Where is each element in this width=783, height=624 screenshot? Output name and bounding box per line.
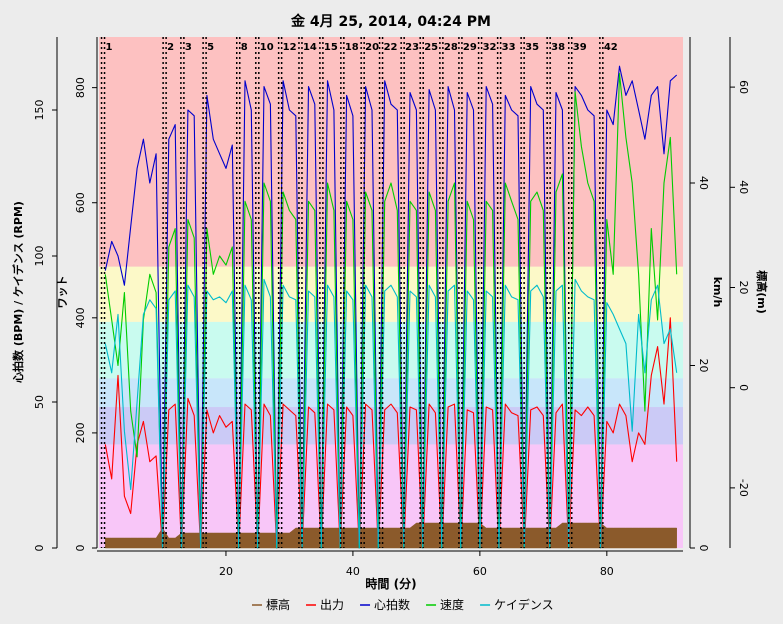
y4-tick-label: 40 <box>737 180 750 194</box>
x-tick-label: 40 <box>346 565 360 578</box>
interval-label: 33 <box>502 42 516 53</box>
legend-label: ケイデンス <box>494 597 554 612</box>
interval-label: 14 <box>303 42 317 53</box>
legend-label: 標高 <box>266 597 290 612</box>
y-tick-label: 0 <box>33 545 46 552</box>
interval-label: 10 <box>260 42 274 53</box>
power-zone <box>99 407 683 445</box>
x-tick-label: 20 <box>219 565 233 578</box>
interval-label: 29 <box>463 42 477 53</box>
interval-label: 12 <box>283 42 297 53</box>
chart-title: 金 4月 25, 2014, 04:24 PM <box>290 13 491 30</box>
interval-label: 25 <box>424 42 438 53</box>
y2-tick-label: 600 <box>74 192 87 213</box>
legend-label: 心拍数 <box>374 597 410 612</box>
interval-label: 38 <box>551 42 565 53</box>
interval-label: 35 <box>525 42 539 53</box>
interval-label: 23 <box>405 42 419 53</box>
y2-axis-label: ワット <box>56 276 69 309</box>
interval-label: 18 <box>345 42 359 53</box>
interval-label: 3 <box>185 42 192 53</box>
interval-label: 2 <box>167 42 174 53</box>
y-axis-label: 心拍数 (BPM) / ケイデンス (RPM) <box>11 201 25 383</box>
interval-label: 1 <box>106 42 113 53</box>
interval-label: 8 <box>241 42 248 53</box>
y2-tick-label: 800 <box>74 77 87 98</box>
x-tick-label: 80 <box>600 565 614 578</box>
y-tick-label: 50 <box>33 395 46 409</box>
y3-tick-label: 40 <box>697 176 710 190</box>
y2-tick-label: 200 <box>74 422 87 443</box>
interval-label: 15 <box>324 42 338 53</box>
y-tick-label: 150 <box>33 100 46 121</box>
x-axis-label: 時間 (分) <box>365 576 416 591</box>
y-tick-label: 100 <box>33 246 46 267</box>
interval-label: 39 <box>573 42 587 53</box>
y2-tick-label: 0 <box>74 545 87 552</box>
interval-label: 42 <box>604 42 618 53</box>
y3-axis-label: km/h <box>711 277 724 308</box>
y4-tick-label: 20 <box>737 280 750 294</box>
y4-tick-label: 60 <box>737 80 750 94</box>
y3-tick-label: 0 <box>697 545 710 552</box>
legend-label: 出力 <box>320 598 344 612</box>
y2-tick-label: 400 <box>74 307 87 328</box>
interval-label: 32 <box>483 42 497 53</box>
x-tick-label: 60 <box>473 565 487 578</box>
y4-tick-label: 0 <box>737 384 750 391</box>
y3-tick-label: 20 <box>697 359 710 373</box>
interval-label: 28 <box>444 42 458 53</box>
interval-label: 20 <box>365 42 379 53</box>
y4-tick-label: -20 <box>737 479 750 497</box>
power-zone <box>99 378 683 408</box>
y4-axis-label: 標高(m) <box>755 270 769 314</box>
interval-label: 22 <box>384 42 398 53</box>
interval-label: 5 <box>207 42 214 53</box>
legend-label: 速度 <box>440 597 464 612</box>
series-line <box>104 278 678 549</box>
